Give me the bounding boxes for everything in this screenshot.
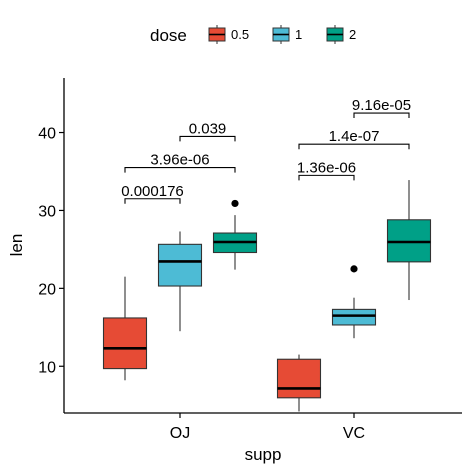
- legend-label: 2: [349, 27, 356, 42]
- outlier-point: [350, 265, 358, 273]
- x-tick-label: VC: [343, 425, 365, 442]
- bracket-line: [124, 198, 181, 204]
- p-value-label: 0.039: [189, 120, 227, 137]
- x-axis-ticks: OJ VC: [170, 413, 365, 442]
- y-axis-title: len: [7, 234, 26, 257]
- bracket-line: [298, 143, 410, 150]
- y-tick-label: 40: [38, 126, 56, 143]
- bracket-line: [298, 174, 355, 181]
- legend-item-dose-2: 2: [326, 25, 356, 44]
- comparison-bracket: 3.96e-06: [124, 152, 236, 173]
- bracket-line: [353, 112, 410, 119]
- legend-label: 0.5: [231, 27, 249, 42]
- comparison-bracket: 9.16e-05: [352, 97, 411, 119]
- comparison-bracket: 0.039: [179, 120, 236, 142]
- y-axis-ticks: 10 20 30 40: [38, 126, 64, 376]
- p-value-label: 9.16e-05: [352, 97, 411, 114]
- legend-title: dose: [150, 26, 187, 45]
- plot-area: 0.000176 3.96e-06 0.039 1.36e-06 1.4e-07 9.16…: [102, 97, 432, 412]
- p-value-label: 1.36e-06: [297, 159, 356, 176]
- box-iqr: [276, 358, 322, 399]
- box-vc-dose-1: [331, 265, 377, 339]
- y-tick-label: 10: [38, 359, 56, 376]
- bracket-line: [179, 135, 236, 142]
- box-oj-dose-0_5: [102, 276, 148, 381]
- p-value-label: 1.4e-07: [329, 128, 380, 145]
- comparison-bracket: 0.000176: [121, 183, 184, 204]
- comparison-bracket: 1.4e-07: [298, 128, 410, 150]
- p-value-label: 0.000176: [121, 183, 184, 200]
- box-vc-dose-0_5: [276, 354, 322, 412]
- box-iqr: [157, 243, 203, 287]
- box-oj-dose-2: [212, 199, 258, 270]
- box-oj-dose-1: [157, 231, 203, 332]
- legend-label: 1: [295, 27, 302, 42]
- box-iqr: [102, 317, 148, 370]
- box-vc-dose-2: [386, 180, 432, 301]
- bracket-line: [124, 167, 236, 173]
- x-axis-title: supp: [245, 445, 282, 464]
- legend-item-dose-1: 1: [272, 25, 302, 44]
- legend-item-dose-0_5: 0.5: [208, 25, 249, 44]
- p-value-label: 3.96e-06: [150, 152, 209, 169]
- outlier-point: [231, 199, 239, 208]
- comparison-bracket: 1.36e-06: [297, 159, 356, 181]
- box-iqr: [331, 308, 377, 326]
- y-tick-label: 20: [38, 281, 56, 298]
- y-tick-label: 30: [38, 203, 56, 220]
- x-tick-label: OJ: [170, 425, 190, 442]
- legend: dose 0.5 1 2: [150, 25, 356, 45]
